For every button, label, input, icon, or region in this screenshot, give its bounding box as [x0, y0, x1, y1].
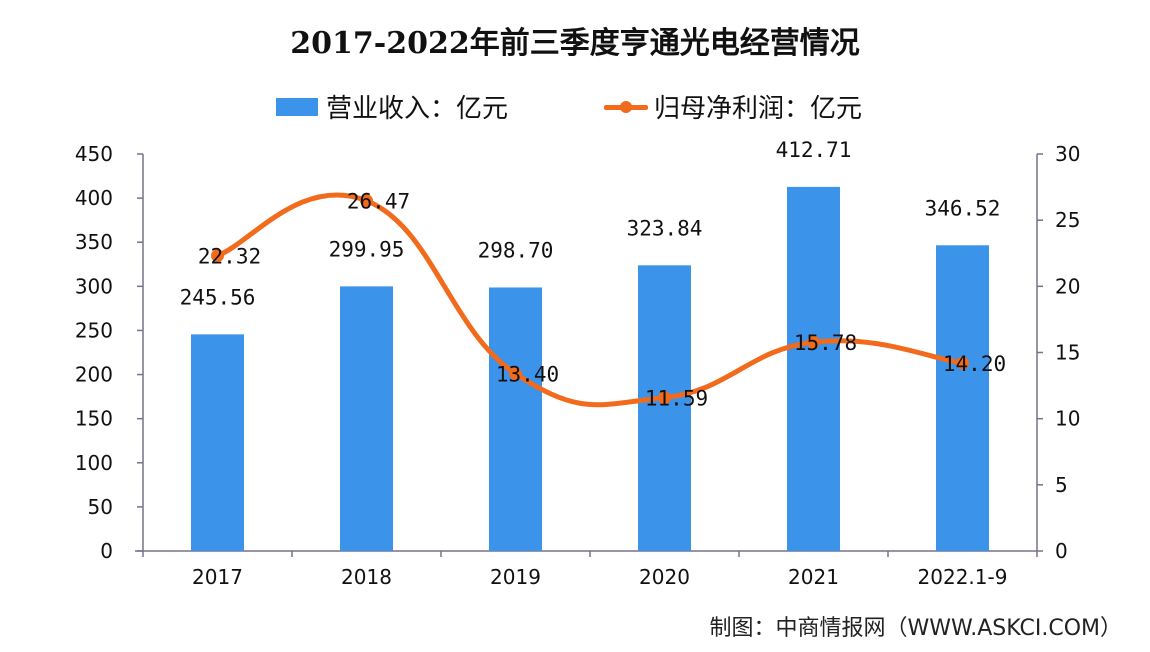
profit-data-label: 15.78	[794, 331, 857, 355]
revenue-data-label: 323.84	[627, 216, 703, 240]
x-axis-category-label: 2020	[639, 565, 690, 589]
revenue-bar	[489, 287, 542, 551]
left-axis-tick-label: 250	[75, 318, 113, 342]
legend-item-revenue: 营业收入：亿元	[276, 88, 508, 125]
right-axis-tick-label: 15	[1055, 341, 1080, 365]
profit-data-label: 22.32	[198, 245, 261, 269]
left-axis-tick-label: 0	[100, 539, 113, 563]
source-credit: 制图：中商情报网（WWW.ASKCI.COM）	[709, 616, 1122, 641]
right-axis-tick-label: 25	[1055, 208, 1080, 232]
left-axis-tick-label: 150	[75, 407, 113, 431]
revenue-data-label: 412.71	[776, 138, 852, 162]
profit-data-label: 13.40	[496, 363, 559, 387]
bar-swatch-icon	[276, 97, 318, 116]
revenue-bar	[936, 245, 989, 551]
left-axis-tick-label: 100	[75, 451, 113, 475]
x-axis-category-label: 2017	[192, 565, 243, 589]
revenue-bar	[340, 286, 393, 551]
right-axis-tick-label: 20	[1055, 274, 1080, 298]
x-axis-category-label: 2019	[490, 565, 541, 589]
profit-marker	[211, 249, 224, 263]
profit-data-label: 26.47	[347, 190, 410, 214]
revenue-bar	[638, 265, 691, 551]
right-axis-tick-label: 10	[1055, 407, 1080, 431]
profit-marker	[509, 367, 522, 381]
x-axis-category-label: 2021	[788, 565, 839, 589]
right-axis-tick-label: 30	[1055, 142, 1080, 166]
revenue-data-label: 346.52	[925, 196, 1001, 220]
left-axis-tick-label: 50	[88, 495, 113, 519]
revenue-data-label: 245.56	[180, 285, 256, 309]
revenue-data-label: 299.95	[329, 237, 405, 261]
revenue-bar	[787, 186, 840, 551]
right-axis-tick-label: 0	[1055, 539, 1068, 563]
legend-label-profit: 归母净利润：亿元	[654, 94, 863, 124]
left-axis-tick-label: 450	[75, 142, 113, 166]
profit-marker	[360, 194, 373, 208]
profit-data-label: 14.20	[943, 352, 1006, 376]
left-axis-tick-label: 200	[75, 363, 113, 387]
revenue-bar	[191, 334, 244, 551]
profit-line	[215, 192, 965, 408]
revenue-data-label: 298.70	[478, 238, 554, 262]
legend-label-revenue: 营业收入：亿元	[326, 94, 509, 124]
line-marker-swatch-icon	[604, 98, 648, 116]
left-axis-tick-label: 300	[75, 274, 113, 298]
profit-data-label: 11.59	[645, 387, 708, 411]
legend-item-profit: 归母净利润：亿元	[604, 88, 862, 125]
profit-marker	[807, 335, 820, 349]
chart-title: 2017-2022年前三季度亨通光电经营情况	[290, 26, 860, 61]
left-axis-tick-label: 350	[75, 230, 113, 254]
profit-marker	[956, 356, 969, 370]
x-axis-category-label: 2022.1-9	[918, 565, 1008, 589]
profit-marker	[658, 391, 671, 405]
legend: 营业收入：亿元 归母净利润：亿元	[0, 88, 1150, 124]
x-axis-category-label: 2018	[341, 565, 392, 589]
left-axis-tick-label: 400	[75, 186, 113, 210]
right-axis-tick-label: 5	[1055, 473, 1068, 497]
